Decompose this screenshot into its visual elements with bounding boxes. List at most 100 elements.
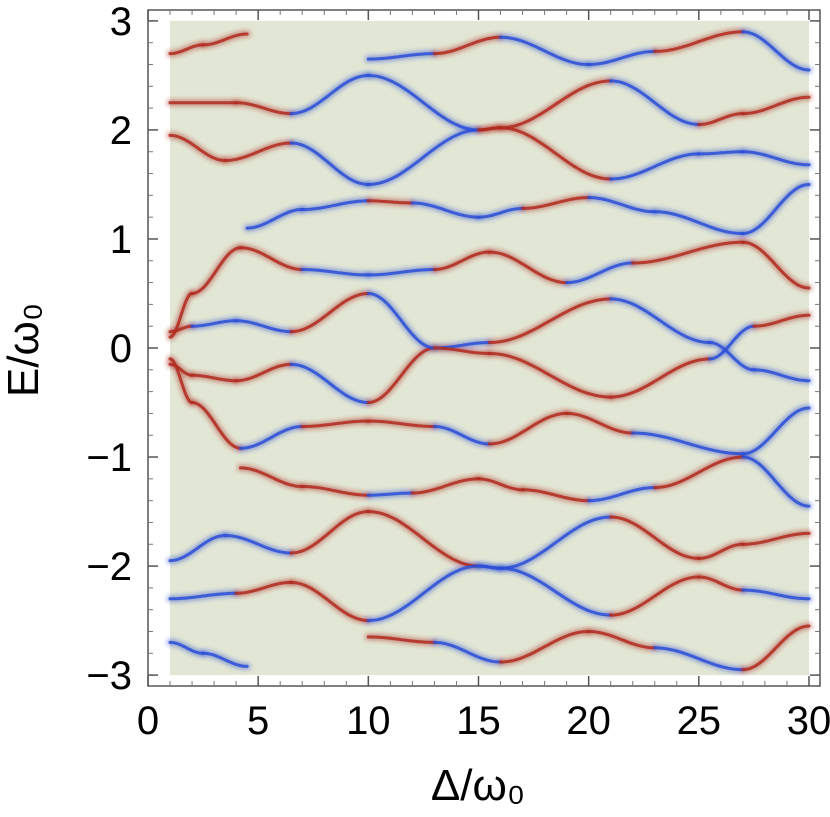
band-6-segment-3 xyxy=(366,510,480,568)
band-10-segment-2 xyxy=(499,630,591,664)
band-7-segment-3 xyxy=(366,128,480,186)
band-8-segment-2 xyxy=(289,580,370,623)
band-9-segment-2 xyxy=(289,73,370,116)
band-1-segment-7 xyxy=(609,357,712,399)
band-5-segment-1 xyxy=(300,199,370,211)
band-3-segment-8 xyxy=(631,240,745,265)
band-11-segment-3 xyxy=(587,49,657,66)
y-tick-label--1: −1 xyxy=(86,436,132,480)
x-tick-label-25: 25 xyxy=(677,699,722,743)
band-0-segment-2 xyxy=(234,362,293,383)
band-1-segment-3 xyxy=(289,292,370,334)
y-axis-ticks: −3 −2 −1 0 1 2 3 xyxy=(86,0,820,698)
band-6-segment-7 xyxy=(697,542,745,560)
band-6-segment-2 xyxy=(289,510,370,555)
band-4-segment-4 xyxy=(477,477,525,492)
spectral-lines-core xyxy=(168,30,811,672)
band-0-segment-6 xyxy=(488,297,613,344)
band-8-segment-1 xyxy=(234,580,293,595)
band-5-segment-6 xyxy=(587,196,657,214)
band-5-segment-4 xyxy=(477,206,525,219)
band-3-segment-5 xyxy=(432,250,491,271)
band-5-segment-5 xyxy=(521,196,591,210)
band-8-segment-7 xyxy=(697,575,745,592)
band-0-segment-4 xyxy=(366,346,436,404)
band-4-segment-2 xyxy=(366,491,414,497)
band-1-segment-2 xyxy=(234,319,293,334)
band-9-segment-7 xyxy=(697,112,745,126)
band-10-segment-0 xyxy=(366,635,436,644)
x-tick-label-30: 30 xyxy=(787,699,830,743)
band-5-segment-8 xyxy=(741,183,811,235)
band-10-segment-3 xyxy=(587,630,657,650)
y-tick-label-3: 3 xyxy=(110,0,132,44)
band-6-segment-8 xyxy=(741,531,811,546)
band-6-segment-0 xyxy=(168,534,227,563)
band-3-segment-9 xyxy=(741,240,811,290)
band-2-segment-5 xyxy=(432,425,491,446)
band-5-segment-7 xyxy=(653,210,745,235)
band-4-segment-0 xyxy=(239,466,304,488)
band-8-segment-4 xyxy=(477,564,502,570)
band-9-segment-6 xyxy=(609,79,701,126)
band-2-segment-7 xyxy=(565,411,635,435)
band-3-segment-6 xyxy=(488,250,569,285)
band-3-segment-7 xyxy=(565,261,635,285)
band-9-segment-4 xyxy=(477,126,502,132)
band-4-segment-7 xyxy=(653,455,745,490)
band-4-segment-1 xyxy=(300,485,370,497)
band-2-segment-3 xyxy=(300,419,370,428)
x-tick-label-0: 0 xyxy=(137,699,159,743)
band-8-segment-6 xyxy=(609,575,701,617)
band-4-segment-6 xyxy=(587,486,657,503)
x-tick-label-15: 15 xyxy=(456,699,501,743)
band-7-segment-1 xyxy=(223,141,293,162)
band-0-segment-9 xyxy=(752,368,811,383)
band-7-segment-2 xyxy=(289,141,370,186)
band-0-segment-8 xyxy=(708,341,756,372)
band-3-segment-2 xyxy=(239,246,304,271)
y-tick-label--3: −3 xyxy=(86,654,132,698)
band-0-segment-7 xyxy=(609,297,712,344)
band-1-segment-8 xyxy=(708,324,756,361)
band-3-segment-0 xyxy=(168,292,194,339)
band-3-segment-4 xyxy=(366,268,436,277)
band-11-segment-2 xyxy=(499,35,591,66)
band-2-segment-2 xyxy=(239,425,304,450)
band-7-segment-0 xyxy=(168,133,227,162)
band-1-segment-4 xyxy=(366,292,436,350)
band-5-segment-3 xyxy=(410,201,480,219)
band-13-segment-1 xyxy=(201,32,249,47)
band-3-segment-3 xyxy=(300,268,370,277)
x-axis-label: Δ/ω₀ xyxy=(431,761,525,810)
band-7-segment-8 xyxy=(741,150,811,167)
band-6-segment-6 xyxy=(609,515,701,560)
band-11-segment-5 xyxy=(741,30,811,72)
band-10-segment-1 xyxy=(432,640,502,664)
band-13-segment-0 xyxy=(168,43,205,56)
band-0-segment-3 xyxy=(289,362,370,404)
band-8-segment-8 xyxy=(741,588,811,601)
band-5-segment-0 xyxy=(245,208,304,230)
band-0-segment-1 xyxy=(190,373,238,383)
band-12-segment-1 xyxy=(201,651,249,668)
band-10-segment-4 xyxy=(653,646,745,672)
band-1-segment-1 xyxy=(190,319,238,328)
band-10-segment-5 xyxy=(741,624,811,672)
band-2-segment-1 xyxy=(190,401,242,450)
x-tick-label-5: 5 xyxy=(247,699,269,743)
band-9-segment-1 xyxy=(234,101,293,116)
band-4-segment-3 xyxy=(410,477,480,495)
band-9-segment-5 xyxy=(499,79,613,130)
band-11-segment-4 xyxy=(653,30,745,53)
band-8-segment-5 xyxy=(499,566,613,617)
band-6-segment-5 xyxy=(499,515,613,570)
band-4-segment-8 xyxy=(741,455,811,508)
y-tick-label--2: −2 xyxy=(86,545,132,589)
band-0-segment-0 xyxy=(168,362,194,377)
band-11-segment-0 xyxy=(366,52,436,61)
x-tick-label-20: 20 xyxy=(566,699,611,743)
band-8-segment-3 xyxy=(366,564,480,623)
band-2-segment-0 xyxy=(168,357,194,404)
